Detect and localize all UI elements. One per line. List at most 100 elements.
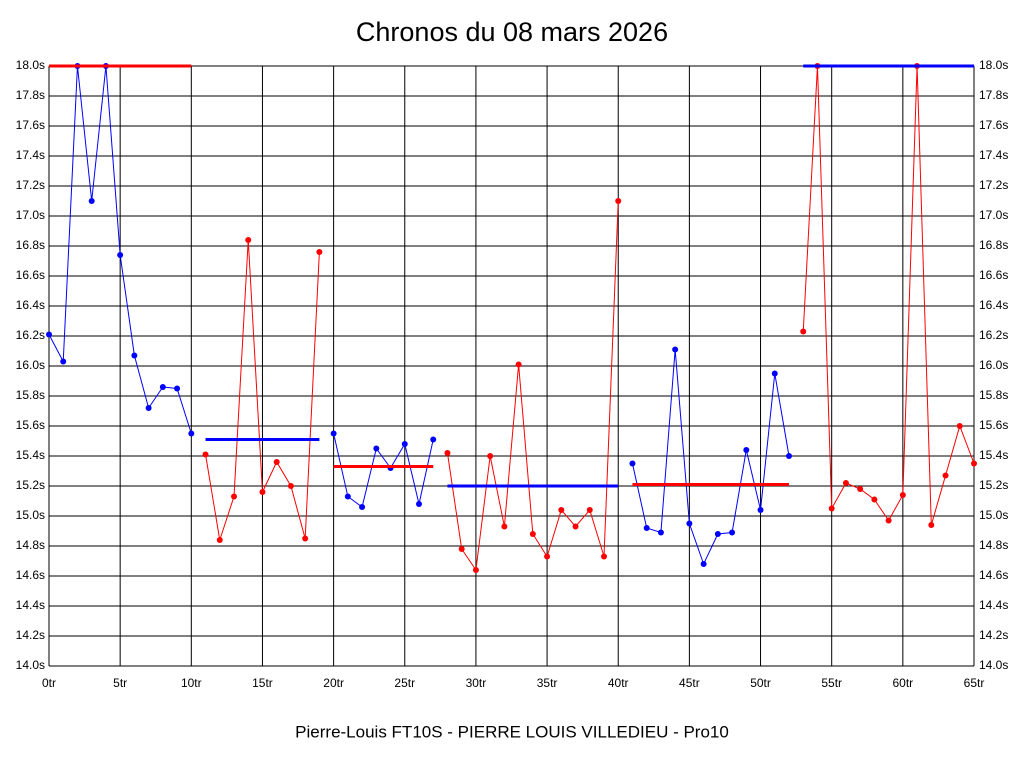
data-point bbox=[956, 423, 963, 429]
data-point bbox=[842, 480, 849, 486]
y-tick-label-right: 15.2s bbox=[979, 478, 1008, 492]
data-point bbox=[487, 453, 494, 459]
y-tick-label: 16.0s bbox=[16, 358, 45, 372]
data-point bbox=[159, 384, 166, 390]
y-tick-label-right: 17.6s bbox=[979, 118, 1008, 132]
data-point bbox=[273, 459, 280, 465]
data-point bbox=[700, 561, 707, 567]
y-tick-label-right: 15.6s bbox=[979, 418, 1008, 432]
data-point bbox=[216, 537, 223, 543]
y-tick-label: 16.6s bbox=[16, 268, 45, 282]
x-tick-label: 50tr bbox=[750, 676, 771, 690]
y-tick-label-right: 14.2s bbox=[979, 628, 1008, 642]
data-point bbox=[60, 358, 67, 365]
data-point bbox=[899, 492, 906, 498]
data-point bbox=[330, 430, 337, 437]
x-tick-label: 65tr bbox=[964, 676, 985, 690]
x-tick-label: 60tr bbox=[893, 676, 914, 690]
y-tick-label: 15.4s bbox=[16, 448, 45, 462]
data-point bbox=[501, 523, 508, 530]
data-point bbox=[657, 529, 664, 536]
y-tick-label: 14.0s bbox=[16, 658, 45, 672]
y-tick-label: 15.6s bbox=[16, 418, 45, 432]
y-tick-label-right: 17.0s bbox=[979, 208, 1008, 222]
y-tick-label: 18.0s bbox=[16, 58, 45, 72]
y-tick-label: 17.8s bbox=[16, 88, 45, 102]
y-tick-label: 14.6s bbox=[16, 568, 45, 582]
data-point bbox=[401, 441, 408, 447]
x-tick-label: 5tr bbox=[113, 676, 127, 690]
data-point bbox=[714, 531, 721, 537]
y-tick-label: 15.2s bbox=[16, 478, 45, 492]
data-point bbox=[672, 346, 679, 353]
data-point bbox=[643, 525, 650, 531]
y-tick-label: 15.0s bbox=[16, 508, 45, 522]
y-tick-label-right: 14.8s bbox=[979, 538, 1008, 552]
data-point bbox=[828, 505, 835, 512]
x-tick-label: 40tr bbox=[608, 676, 629, 690]
y-tick-label-right: 16.6s bbox=[979, 268, 1008, 282]
data-point bbox=[117, 252, 124, 258]
y-tick-label-right: 14.0s bbox=[979, 658, 1008, 672]
x-tick-label: 20tr bbox=[323, 676, 344, 690]
data-point bbox=[771, 370, 778, 377]
x-axis-label: Pierre-Louis FT10S - PIERRE LOUIS VILLED… bbox=[295, 722, 729, 741]
chart-title: Chronos du 08 mars 2026 bbox=[356, 17, 668, 47]
data-point bbox=[885, 517, 892, 524]
y-tick-label-right: 14.4s bbox=[979, 598, 1008, 612]
data-point bbox=[416, 501, 422, 507]
data-point bbox=[529, 531, 536, 537]
data-point bbox=[316, 249, 323, 255]
data-point bbox=[373, 445, 380, 452]
data-point bbox=[174, 385, 181, 392]
data-point bbox=[231, 493, 237, 500]
y-tick-label-right: 15.4s bbox=[979, 448, 1008, 462]
y-tick-label: 16.2s bbox=[16, 328, 45, 342]
y-tick-label-right: 16.4s bbox=[979, 298, 1008, 312]
data-point bbox=[572, 523, 579, 530]
data-point bbox=[686, 520, 693, 527]
y-tick-label: 14.2s bbox=[16, 628, 45, 642]
data-point bbox=[743, 447, 750, 453]
x-tick-label: 10tr bbox=[181, 676, 202, 690]
data-point bbox=[857, 486, 864, 492]
data-point bbox=[472, 567, 479, 573]
y-tick-label: 16.8s bbox=[16, 238, 45, 252]
data-point bbox=[202, 451, 209, 458]
y-tick-label: 17.0s bbox=[16, 208, 45, 222]
x-tick-label: 30tr bbox=[466, 676, 487, 690]
data-point bbox=[786, 453, 792, 459]
data-point bbox=[287, 483, 294, 489]
data-point bbox=[629, 460, 636, 467]
y-tick-label: 17.4s bbox=[16, 148, 45, 162]
data-point bbox=[729, 529, 736, 536]
data-point bbox=[757, 507, 764, 513]
y-tick-label-right: 18.0s bbox=[979, 58, 1008, 72]
y-tick-label-right: 16.2s bbox=[979, 328, 1008, 342]
x-tick-label: 55tr bbox=[821, 676, 842, 690]
y-tick-label: 16.4s bbox=[16, 298, 45, 312]
x-tick-label: 45tr bbox=[679, 676, 700, 690]
x-tick-label: 25tr bbox=[394, 676, 415, 690]
y-tick-label: 14.8s bbox=[16, 538, 45, 552]
data-point bbox=[359, 504, 366, 510]
data-point bbox=[302, 535, 309, 542]
y-tick-label-right: 14.6s bbox=[979, 568, 1008, 582]
y-tick-label: 15.8s bbox=[16, 388, 45, 402]
x-tick-label: 15tr bbox=[252, 676, 273, 690]
x-tick-label: 35tr bbox=[537, 676, 558, 690]
data-point bbox=[586, 507, 593, 513]
data-point bbox=[131, 352, 138, 359]
data-point bbox=[601, 553, 607, 560]
y-tick-label-right: 16.8s bbox=[979, 238, 1008, 252]
data-point bbox=[188, 430, 195, 437]
y-tick-label-right: 15.0s bbox=[979, 508, 1008, 522]
data-point bbox=[444, 450, 451, 456]
data-point bbox=[430, 436, 437, 443]
data-point bbox=[615, 198, 622, 204]
y-tick-label: 17.6s bbox=[16, 118, 45, 132]
x-tick-label: 0tr bbox=[42, 676, 56, 690]
data-point bbox=[88, 198, 95, 204]
data-point bbox=[458, 546, 465, 552]
data-point bbox=[344, 493, 351, 500]
